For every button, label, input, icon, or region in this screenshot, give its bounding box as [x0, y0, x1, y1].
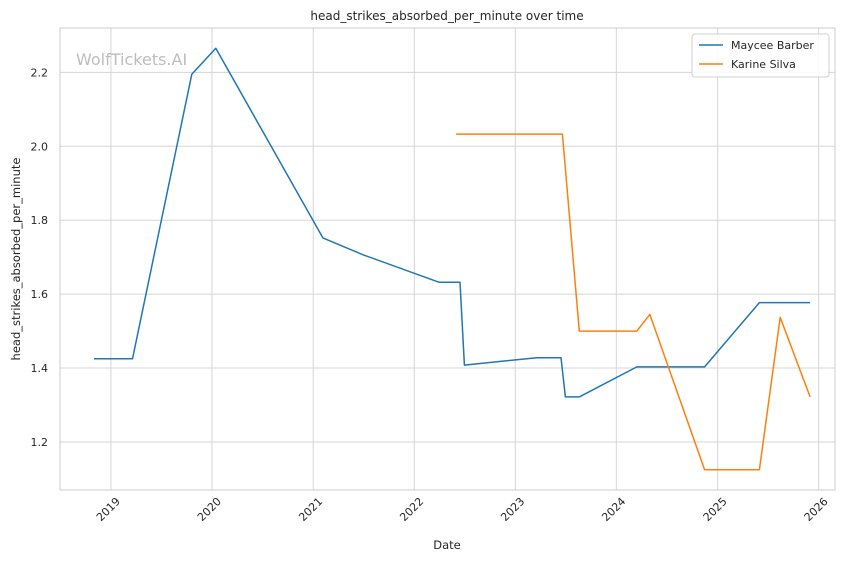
x-tick-label: 2025	[701, 495, 730, 524]
chart-title: head_strikes_absorbed_per_minute over ti…	[310, 9, 583, 23]
series-line-maycee-barber	[94, 47, 811, 398]
y-axis-label: head_strikes_absorbed_per_minute	[9, 158, 23, 361]
series-line-karine-silva	[456, 133, 811, 471]
x-tick-label: 2019	[94, 495, 123, 524]
y-tick-label: 1.6	[31, 288, 49, 301]
y-tick-label: 2.2	[31, 66, 49, 79]
legend-label-maycee-barber: Maycee Barber	[731, 39, 814, 52]
y-tick-label: 2.0	[31, 140, 49, 153]
y-tick-label: 1.2	[31, 436, 49, 449]
watermark: WolfTickets.AI	[76, 50, 187, 69]
x-tick-label: 2024	[599, 495, 628, 524]
y-tick-label: 1.8	[31, 214, 49, 227]
grid	[60, 28, 835, 490]
x-tick-label: 2021	[296, 495, 325, 524]
x-axis-ticks: 2019 2020 2021 2022 2023 2024 2025 2026	[94, 495, 831, 524]
x-tick-label: 2020	[195, 495, 224, 524]
legend: Maycee Barber Karine Silva	[691, 33, 830, 78]
x-tick-label: 2026	[802, 495, 831, 524]
legend-box	[691, 33, 830, 78]
x-axis-label: Date	[433, 538, 461, 552]
legend-label-karine-silva: Karine Silva	[731, 58, 796, 71]
y-tick-label: 1.4	[31, 362, 49, 375]
x-tick-label: 2023	[498, 495, 527, 524]
plot-frame	[59, 27, 836, 491]
series-layer	[94, 47, 811, 471]
y-axis-ticks: 1.2 1.4 1.6 1.8 2.0 2.2	[31, 66, 49, 449]
x-tick-label: 2022	[397, 495, 426, 524]
